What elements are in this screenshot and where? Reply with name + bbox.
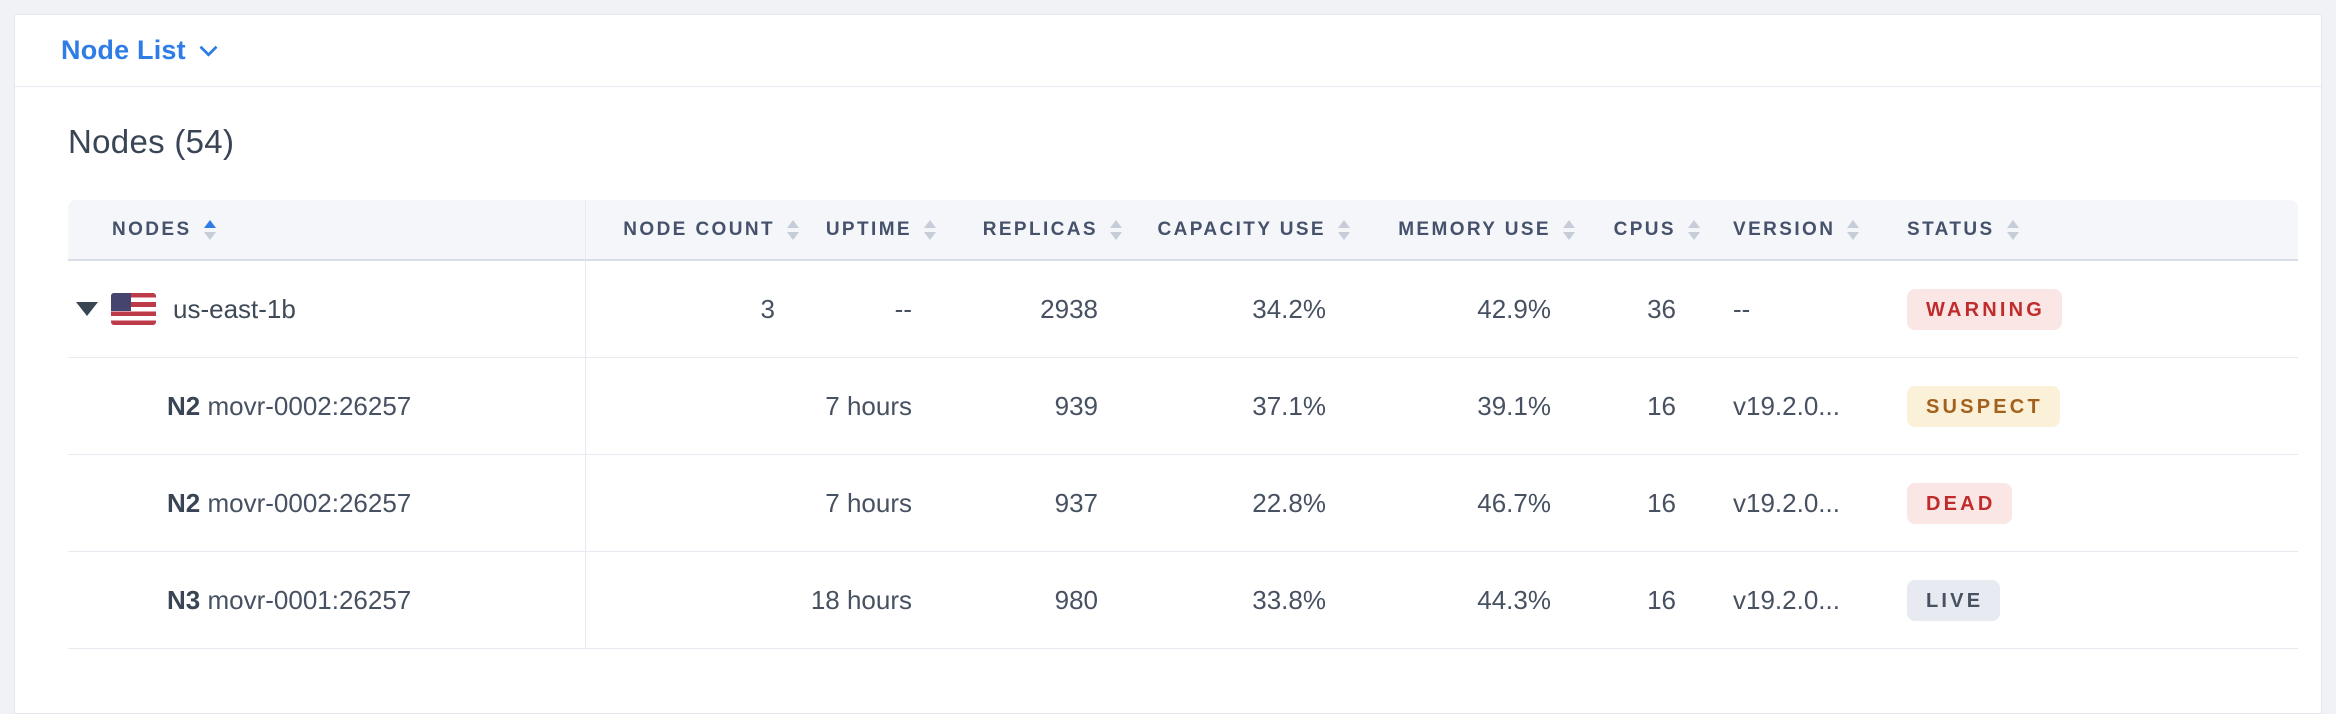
sort-icon [1563,219,1575,240]
column-label-nodes: NODES [112,218,192,240]
status-badge: DEAD [1907,482,2013,524]
cell-replicas: 2938 [942,261,1128,358]
sort-icon [2006,219,2019,240]
page-title: Nodes (54) [68,123,235,160]
status-badge: SUSPECT [1907,385,2060,427]
column-header-replicas[interactable]: REPLICAS [942,200,1128,261]
table-row-node[interactable]: N2 movr-0002:26257 7 hours 939 37.1% 39.1% 16… [68,358,2298,455]
cell-version: v19.2.0... [1706,552,1877,649]
cell-memory_use: 44.3% [1356,552,1581,649]
column-header-version[interactable]: VERSION [1706,200,1877,261]
cell-replicas: 980 [942,552,1128,649]
column-header-cpus[interactable]: CPUS [1581,200,1706,261]
column-label-replicas: REPLICAS [982,218,1098,240]
table-row-node[interactable]: N3 movr-0001:26257 18 hours 980 33.8% 44.3% 1… [68,552,2298,649]
node-address[interactable]: movr-0002:26257 [200,487,412,518]
cell-node_count [586,552,805,649]
status-badge: WARNING [1907,288,2063,330]
node-address[interactable]: movr-0002:26257 [200,390,412,421]
node-list-dropdown-label: Node List [61,35,186,65]
column-label-uptime: UPTIME [825,218,912,240]
column-label-cpus: CPUS [1613,218,1676,240]
sort-icon [1110,219,1122,240]
cell-version: v19.2.0... [1706,455,1877,552]
column-header-node_count[interactable]: NODE COUNT [586,200,805,261]
cell-cpus: 16 [1581,358,1706,455]
cell-memory_use: 42.9% [1356,261,1581,358]
chevron-down-icon [199,38,218,57]
column-header-status[interactable]: STATUS [1877,200,2298,261]
node-id: N2 [167,487,201,518]
status-badge: LIVE [1907,579,2001,621]
cell-cpus: 16 [1581,552,1706,649]
region-name: us-east-1b [173,293,296,324]
node-list-dropdown[interactable]: Node List [61,35,218,66]
column-header-nodes[interactable]: NODES [68,200,586,261]
page-content: Nodes (54) NODES NODE COUNT UPTIME REPLICAS… [15,123,2321,649]
table-row-node[interactable]: N2 movr-0002:26257 7 hours 937 22.8% 46.7% 16… [68,455,2298,552]
cell-node_count: 3 [586,261,805,358]
nodes-table: NODES NODE COUNT UPTIME REPLICAS CAPACITY US… [68,200,2298,649]
sort-icon [1688,219,1700,240]
cell-uptime: 7 hours [805,358,942,455]
cell-replicas: 937 [942,455,1128,552]
cell-memory_use: 46.7% [1356,455,1581,552]
cell-capacity_use: 22.8% [1128,455,1356,552]
column-label-status: STATUS [1907,218,1995,240]
sort-icon [1847,219,1860,240]
page-card: Node List Nodes (54) NODES NODE COUNT UPTI… [14,14,2322,714]
cell-cpus: 36 [1581,261,1706,358]
cell-node_count [586,358,805,455]
cell-uptime: 18 hours [805,552,942,649]
table-header: NODES NODE COUNT UPTIME REPLICAS CAPACITY US… [68,200,2298,261]
column-header-memory_use[interactable]: MEMORY USE [1356,200,1581,261]
expander-caret-icon[interactable] [76,302,98,316]
node-id: N2 [167,390,201,421]
cell-capacity_use: 34.2% [1128,261,1356,358]
top-navbar: Node List [15,15,2321,87]
cell-version: -- [1706,261,1877,358]
cell-uptime: -- [805,261,942,358]
column-label-node_count: NODE COUNT [623,218,775,240]
cell-replicas: 939 [942,358,1128,455]
column-label-version: VERSION [1733,218,1836,240]
sort-icon [1338,219,1350,240]
node-address[interactable]: movr-0001:26257 [200,584,412,615]
table-row-region[interactable]: us-east-1b 3 -- 2938 34.2% 42.9% 36 -- WARNING [68,261,2298,358]
column-label-memory_use: MEMORY USE [1398,218,1551,240]
table-body: us-east-1b 3 -- 2938 34.2% 42.9% 36 -- WARNING N2… [68,261,2298,649]
cell-uptime: 7 hours [805,455,942,552]
us-flag-icon [111,293,156,325]
sort-icon [203,219,216,240]
sort-icon [787,219,799,240]
column-label-capacity_use: CAPACITY USE [1157,218,1326,240]
cell-node_count [586,455,805,552]
column-header-uptime[interactable]: UPTIME [805,200,942,261]
sort-icon [924,219,936,240]
table-header-row: NODES NODE COUNT UPTIME REPLICAS CAPACITY US… [68,200,2298,261]
node-id: N3 [167,584,201,615]
cell-capacity_use: 37.1% [1128,358,1356,455]
cell-cpus: 16 [1581,455,1706,552]
cell-capacity_use: 33.8% [1128,552,1356,649]
column-header-capacity_use[interactable]: CAPACITY USE [1128,200,1356,261]
cell-version: v19.2.0... [1706,358,1877,455]
cell-memory_use: 39.1% [1356,358,1581,455]
